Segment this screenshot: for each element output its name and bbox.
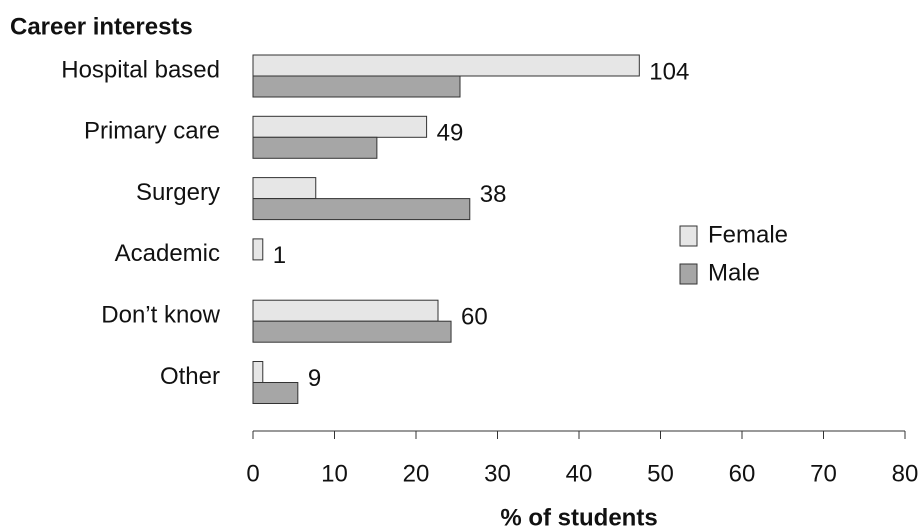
count-label: 38 — [480, 181, 507, 208]
x-tick-label: 30 — [484, 460, 511, 487]
bar — [252, 54, 640, 77]
x-tick-label: 20 — [403, 460, 430, 487]
chart-title: Career interests — [10, 13, 193, 40]
legend-swatch — [679, 225, 698, 247]
bar — [252, 361, 264, 383]
legend-swatch — [679, 263, 698, 285]
category-label: Primary care — [84, 118, 220, 145]
bar — [252, 382, 299, 404]
legend-label: Female — [708, 221, 788, 248]
count-label: 9 — [308, 365, 321, 392]
x-axis-title: % of students — [500, 504, 657, 531]
bar — [252, 177, 317, 200]
bar — [252, 238, 264, 261]
count-label: 1 — [273, 242, 286, 269]
count-label: 60 — [461, 304, 488, 331]
category-label: Academic — [115, 240, 220, 267]
bar — [252, 75, 461, 98]
x-tick-label: 0 — [246, 460, 259, 487]
bar — [252, 299, 439, 322]
category-label: Hospital based — [61, 56, 220, 83]
count-label: 49 — [437, 120, 464, 147]
category-label: Don’t know — [101, 302, 220, 329]
category-label: Other — [160, 363, 220, 390]
x-tick-label: 40 — [566, 460, 593, 487]
x-tick-label: 50 — [647, 460, 674, 487]
bar — [252, 320, 452, 343]
count-label: 104 — [649, 58, 689, 85]
x-tick-label: 10 — [321, 460, 348, 487]
category-label: Surgery — [136, 179, 220, 206]
x-tick-label: 70 — [810, 460, 837, 487]
x-tick-label: 60 — [729, 460, 756, 487]
x-tick-label: 80 — [892, 460, 919, 487]
bar — [252, 198, 471, 221]
bar — [252, 136, 378, 159]
bar — [252, 115, 428, 138]
legend-label: Male — [708, 259, 760, 286]
